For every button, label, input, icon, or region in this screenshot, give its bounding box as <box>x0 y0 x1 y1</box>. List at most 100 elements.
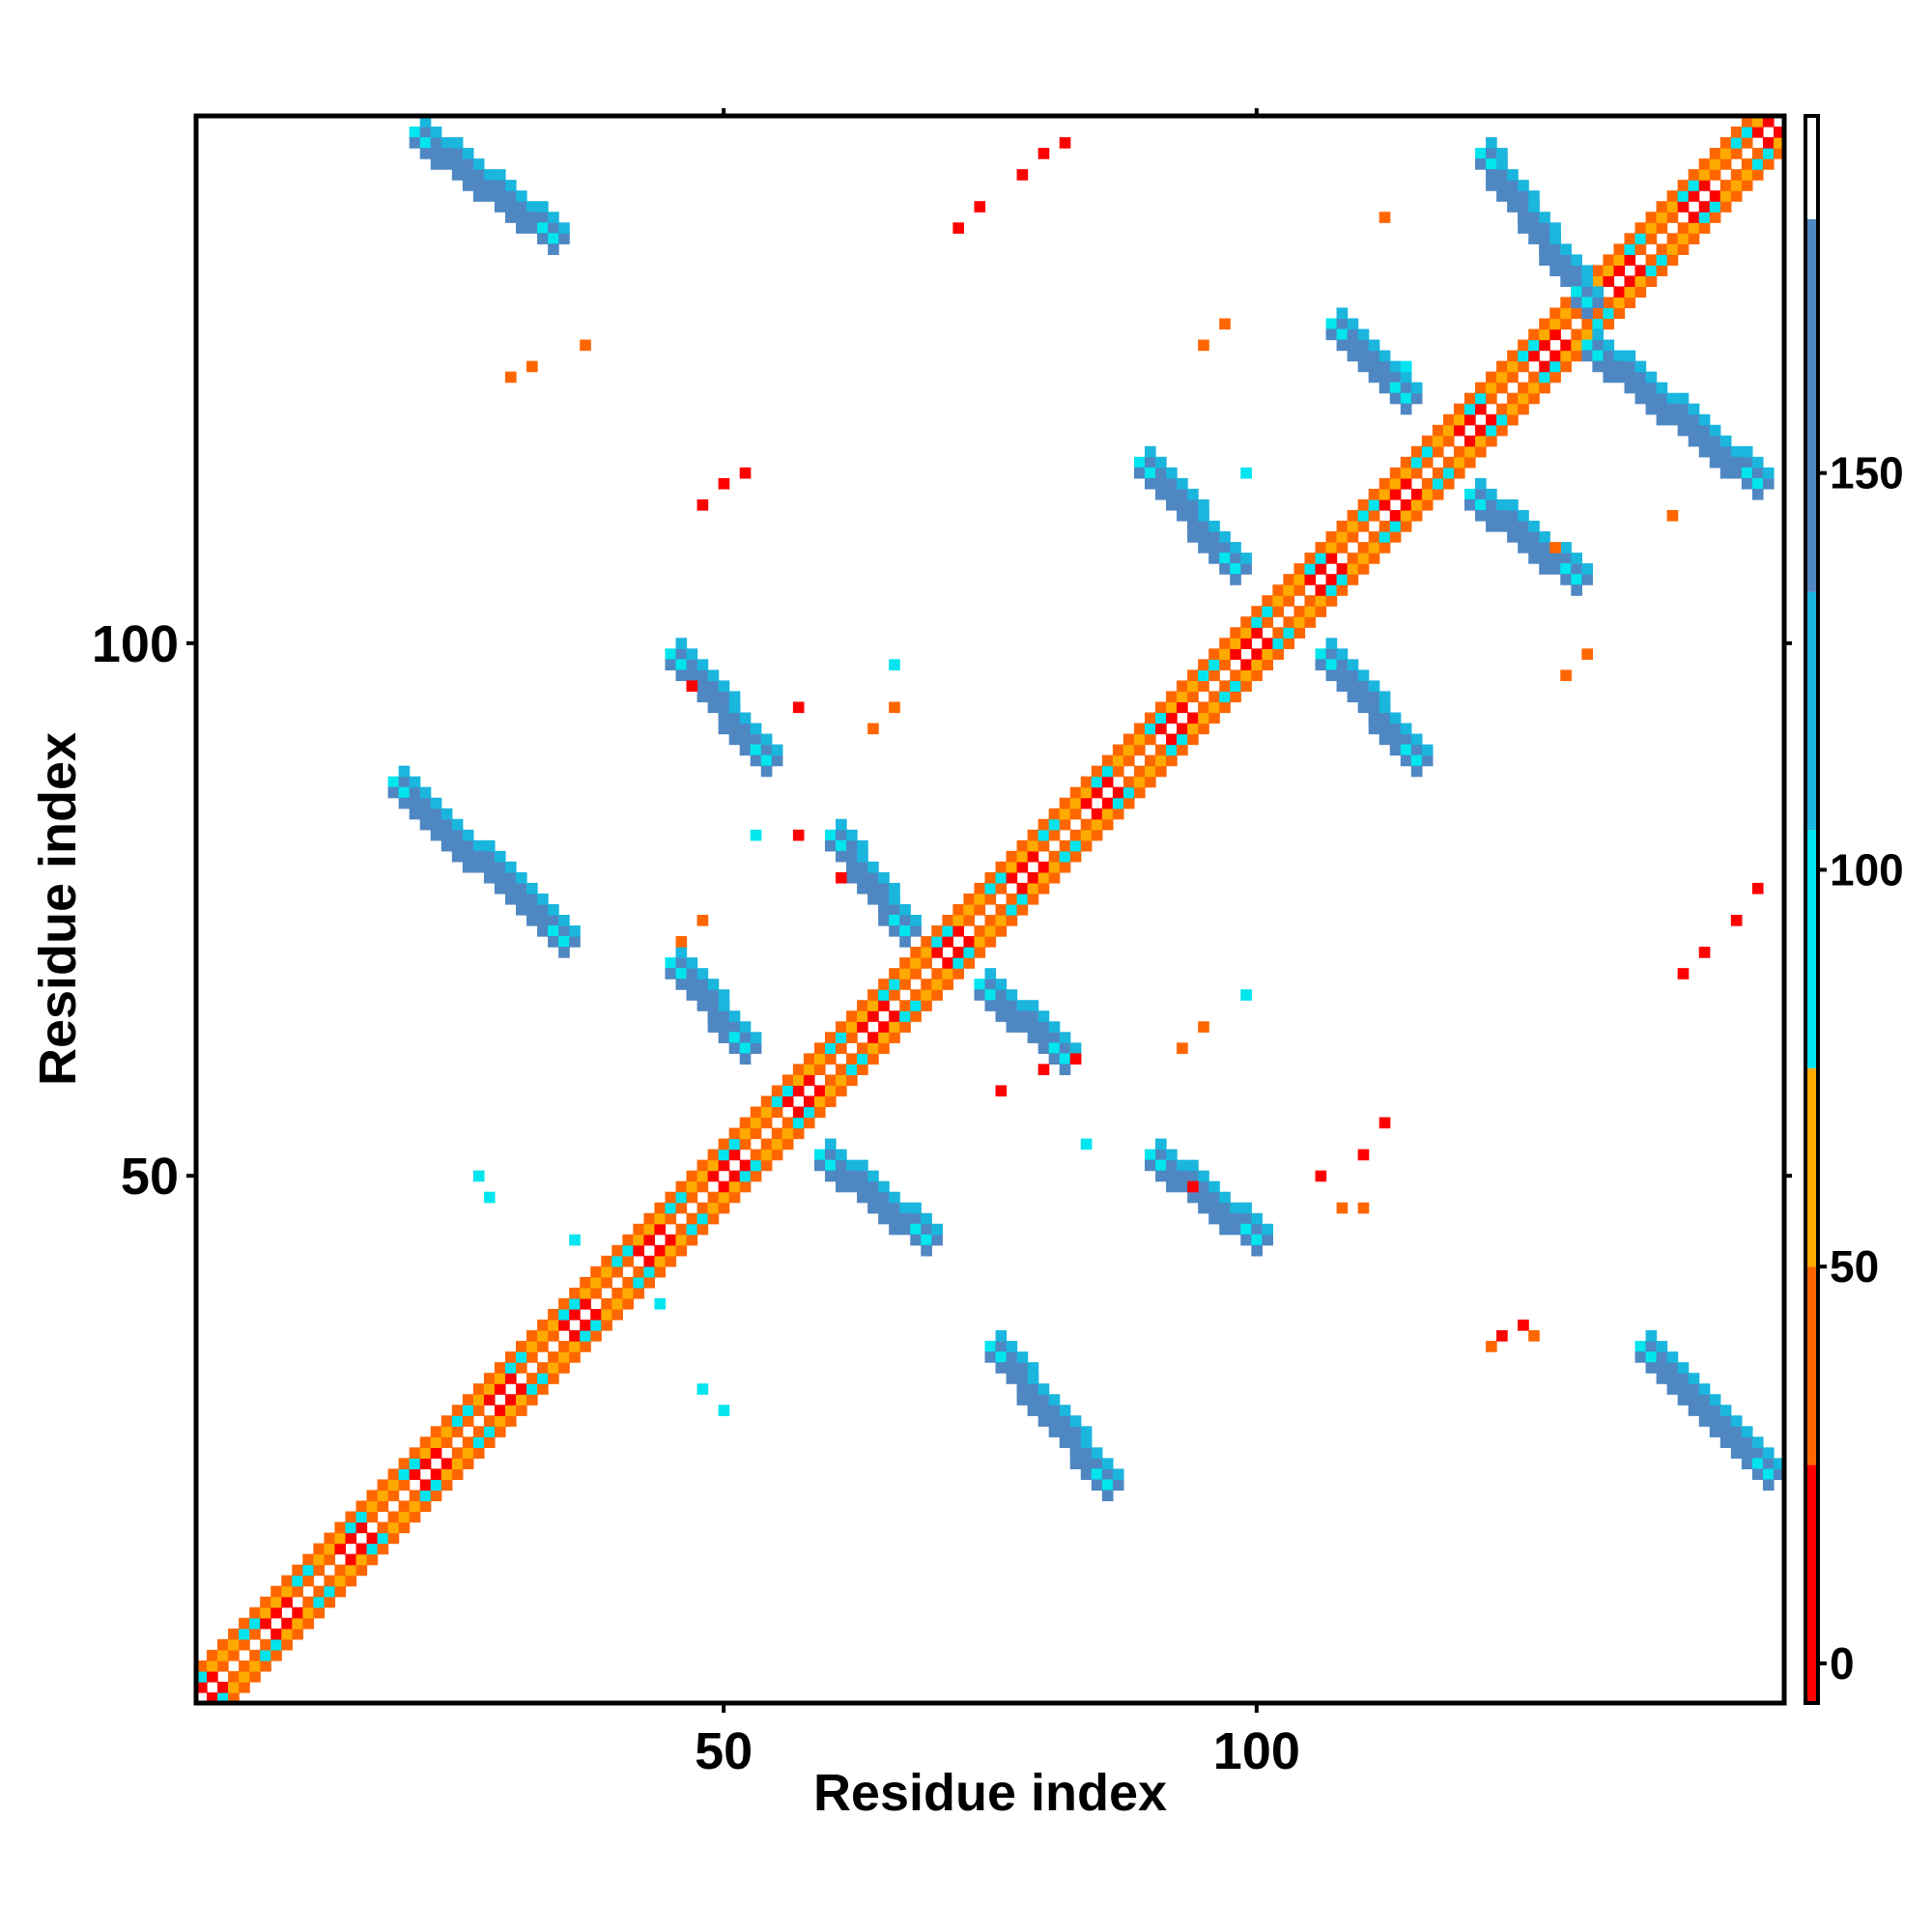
heatmap-cell <box>1751 1447 1764 1459</box>
heatmap-cell <box>910 947 922 958</box>
heatmap-cell <box>472 158 485 170</box>
heatmap-cell <box>1262 606 1273 617</box>
heatmap-cell <box>483 180 496 191</box>
heatmap-cell <box>1400 467 1412 479</box>
heatmap-cell <box>419 808 432 820</box>
heatmap-cell <box>1528 542 1540 554</box>
heatmap-cell <box>654 1212 667 1225</box>
heatmap-cell <box>558 1297 570 1310</box>
heatmap-cell <box>707 701 720 714</box>
heatmap-cell <box>1198 701 1209 714</box>
heatmap-cell <box>675 1223 688 1236</box>
heatmap-cell <box>537 893 549 905</box>
heatmap-cell <box>1709 169 1721 181</box>
heatmap-cell <box>1378 382 1391 394</box>
heatmap-cell <box>1518 212 1529 223</box>
heatmap-cell <box>270 1596 282 1608</box>
heatmap-cell <box>750 1149 762 1161</box>
heatmap-cell <box>1528 212 1540 223</box>
colorbar-band <box>1805 1067 1818 1267</box>
heatmap-cell <box>1208 521 1220 532</box>
heatmap-cell <box>1549 243 1561 255</box>
heatmap-cell <box>1410 754 1423 767</box>
heatmap-cell <box>409 1447 421 1459</box>
heatmap-cell <box>355 1553 368 1566</box>
heatmap-cell <box>899 968 911 980</box>
heatmap-cell <box>995 925 1008 937</box>
heatmap-cell <box>1709 445 1721 458</box>
heatmap-cell <box>1571 254 1582 266</box>
heatmap-cell <box>1486 392 1497 405</box>
heatmap-cell <box>1240 1223 1252 1236</box>
heatmap-cell <box>1751 148 1764 159</box>
heatmap-cell <box>1166 701 1178 714</box>
heatmap-cell <box>1581 563 1593 575</box>
heatmap-cell <box>824 1170 837 1182</box>
heatmap-cell <box>377 1490 389 1502</box>
heatmap-cell <box>548 903 559 916</box>
heatmap-cell <box>1709 212 1721 223</box>
heatmap-cell <box>1762 467 1775 479</box>
heatmap-cell <box>1613 307 1626 320</box>
heatmap-cell <box>526 212 538 223</box>
heatmap-cell <box>1730 1426 1743 1437</box>
heatmap-cell <box>1634 371 1647 384</box>
heatmap-cell <box>1368 691 1380 703</box>
heatmap-cell <box>1006 1341 1018 1352</box>
heatmap-cell <box>1069 1053 1082 1065</box>
heatmap-cell <box>686 968 698 980</box>
heatmap-cell <box>846 861 858 873</box>
heatmap-cell <box>1400 754 1412 767</box>
heatmap-cell <box>889 1202 900 1214</box>
heatmap-cell <box>1069 829 1082 841</box>
heatmap-cell <box>1133 733 1146 746</box>
heatmap-cell <box>1272 595 1285 607</box>
heatmap-cell <box>1698 201 1711 213</box>
heatmap-cell <box>1656 243 1668 255</box>
heatmap-cell <box>836 1021 847 1033</box>
heatmap-cell <box>1677 233 1690 244</box>
heatmap-cell <box>1666 1362 1679 1374</box>
heatmap-cell <box>728 1127 741 1140</box>
heatmap-cell <box>1463 498 1476 511</box>
heatmap-cell <box>1762 1468 1775 1481</box>
heatmap-cell <box>1347 350 1359 362</box>
heatmap-cell <box>718 712 730 724</box>
heatmap-cell <box>1528 339 1540 352</box>
heatmap-cell <box>1496 424 1508 437</box>
heatmap-cell <box>504 1394 517 1406</box>
heatmap-cell <box>899 915 911 926</box>
heatmap-cell <box>1027 1405 1039 1416</box>
heatmap-cell <box>1059 839 1071 852</box>
heatmap-cell <box>931 989 943 1001</box>
heatmap-cell <box>931 936 943 948</box>
heatmap-cell <box>1069 1436 1082 1448</box>
heatmap-cell <box>750 1127 762 1140</box>
heatmap-cell <box>1613 350 1626 362</box>
heatmap-cell <box>1336 542 1349 554</box>
heatmap-cell <box>440 137 453 149</box>
heatmap-cell <box>1080 1436 1093 1448</box>
heatmap-cell <box>1741 445 1753 458</box>
heatmap-cell <box>707 979 720 990</box>
heatmap-cell <box>675 1202 688 1214</box>
heatmap-cell <box>1177 1159 1188 1172</box>
heatmap-cell <box>1133 765 1146 778</box>
heatmap-cell <box>398 1500 411 1513</box>
heatmap-cell <box>1634 265 1647 277</box>
heatmap-cell <box>1442 467 1455 479</box>
heatmap-cell <box>1091 829 1103 841</box>
heatmap-cell <box>867 723 879 735</box>
heatmap-cell <box>974 882 986 895</box>
heatmap-cell <box>1219 1212 1231 1225</box>
heatmap-cell <box>1037 882 1050 895</box>
heatmap-cell <box>1378 521 1391 532</box>
heatmap-cell <box>1368 498 1380 511</box>
heatmap-cell <box>1251 1212 1263 1225</box>
heatmap-cell <box>462 148 474 159</box>
heatmap-cell <box>1155 456 1167 469</box>
heatmap-cell <box>1528 521 1540 532</box>
heatmap-cell <box>846 1032 858 1043</box>
heatmap-cell <box>1230 680 1241 693</box>
heatmap-cell <box>1645 212 1658 223</box>
